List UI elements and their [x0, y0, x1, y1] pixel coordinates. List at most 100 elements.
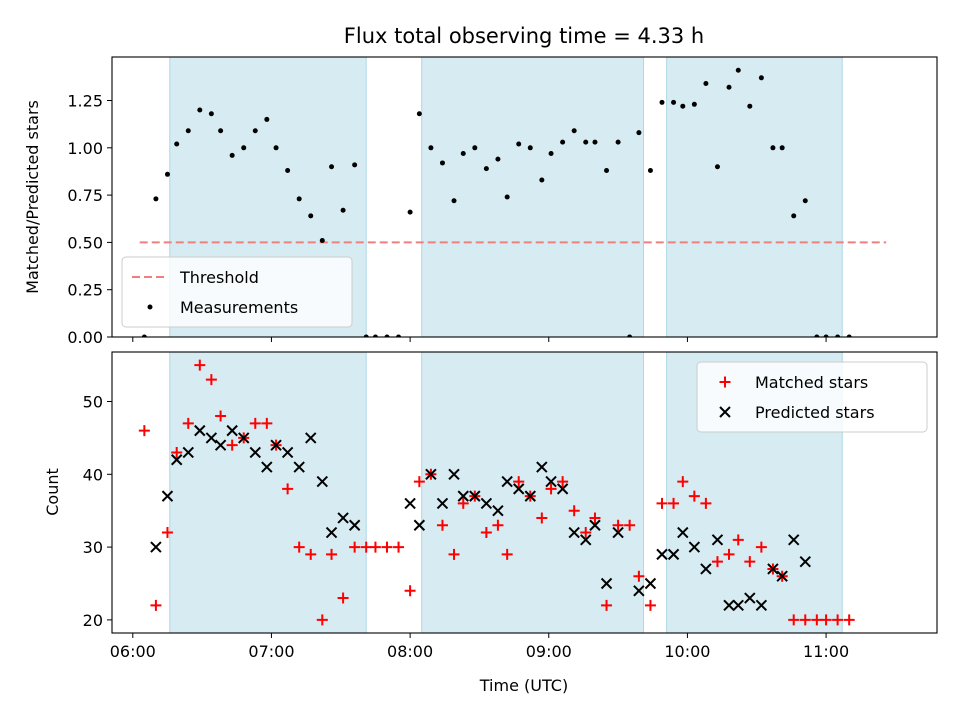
- bottom-matched-stars-point: [732, 534, 744, 546]
- bottom-legend-label: Predicted stars: [755, 403, 875, 422]
- top-measurements-point: [319, 238, 325, 244]
- bottom-predicted-stars-point: [293, 461, 305, 473]
- bottom-predicted-stars-point: [776, 570, 788, 582]
- top-measurements-point: [363, 334, 369, 337]
- top-legend-label: Threshold: [179, 268, 259, 287]
- bottom-x-axis-label: Time (UTC): [479, 676, 568, 695]
- bottom-matched-stars-point: [513, 476, 525, 488]
- bottom-predicted-stars-point: [281, 446, 294, 459]
- bottom-predicted-stars-point: [404, 497, 416, 510]
- bottom-predicted-stars-point: [226, 424, 238, 437]
- bottom-predicted-stars-point: [261, 461, 273, 473]
- top-measurements-point: [174, 141, 180, 147]
- bottom-predicted-stars-point: [767, 563, 779, 575]
- bottom-matched-stars-point: [492, 519, 504, 531]
- bottom-predicted-stars-point: [249, 446, 261, 459]
- bottom-predicted-stars-point: [469, 490, 481, 502]
- bottom-matched-stars-point: [349, 541, 361, 553]
- top-measurements-point: [504, 194, 510, 200]
- top-measurements-point: [615, 139, 621, 145]
- bottom-predicted-stars-point: [580, 534, 592, 546]
- bottom-matched-stars-point: [744, 556, 756, 568]
- top-measurements-point: [439, 160, 445, 166]
- bottom-matched-stars-point: [656, 497, 668, 509]
- bottom-legend: Matched stars Predicted stars: [696, 361, 928, 433]
- bottom-matched-stars-point: [723, 548, 735, 560]
- bottom-matched-stars-point: [557, 476, 569, 488]
- bottom-matched-stars-point: [820, 614, 832, 626]
- bottom-matched-stars-point: [688, 490, 700, 502]
- top-measurements-point: [647, 168, 653, 174]
- bottom-matched-stars-point: [448, 548, 460, 560]
- top-measurements-point: [516, 141, 522, 147]
- top-measurements-point: [846, 334, 852, 337]
- top-measurements-point: [407, 209, 413, 215]
- top-legend-label: Measurements: [180, 298, 298, 317]
- top-measurements-point: [472, 145, 478, 151]
- bottom-matched-stars-point: [413, 476, 425, 488]
- bottom-predicted-stars-point: [492, 504, 504, 517]
- bottom-predicted-stars-point: [501, 475, 513, 488]
- bottom-matched-stars-point: [337, 592, 349, 604]
- top-measurements-point: [372, 334, 378, 337]
- top-measurements-point: [352, 162, 358, 168]
- bottom-predicted-stars-point: [656, 548, 668, 561]
- bottom-predicted-stars-point: [161, 490, 174, 502]
- bottom-predicted-stars-point: [238, 432, 250, 444]
- top-measurements-point: [264, 116, 270, 122]
- top-y-tick-label: 1.25: [67, 92, 103, 111]
- bottom-predicted-stars-point: [677, 526, 689, 539]
- bottom-predicted-stars-point: [755, 599, 768, 612]
- bottom-matched-stars-point: [624, 519, 636, 531]
- top-measurements-point: [428, 145, 434, 151]
- top-measurements-point: [627, 334, 633, 337]
- bottom-matched-stars-point: [360, 541, 372, 553]
- bottom-y-tick-label: 30: [83, 538, 103, 557]
- top-measurements-point: [726, 84, 732, 90]
- bottom-matched-stars-point: [612, 519, 624, 531]
- bottom-predicted-stars-point: [348, 519, 361, 531]
- top-measurements-point: [714, 164, 720, 170]
- bottom-matched-stars-point: [677, 476, 689, 488]
- bottom-legend-label: Matched stars: [755, 373, 868, 392]
- bottom-axes-frame: [111, 351, 938, 634]
- top-measurements-point: [571, 128, 577, 134]
- bottom-matched-stars-point: [501, 548, 513, 560]
- bottom-predicted-stars-point: [536, 461, 548, 473]
- bottom-predicted-stars-point: [205, 432, 218, 444]
- bottom-predicted-stars-point: [325, 526, 338, 539]
- top-measurements-point: [273, 145, 279, 151]
- top-measurements-point: [252, 128, 258, 134]
- bottom-x-tick-label: 10:00: [664, 642, 710, 661]
- bottom-predicted-stars-point: [436, 497, 449, 510]
- bottom-predicted-stars-point: [633, 585, 645, 597]
- bottom-matched-stars-point: [601, 599, 613, 611]
- bottom-predicted-stars-point: [612, 526, 624, 539]
- bottom-predicted-stars-point: [448, 468, 460, 481]
- top-measurements-point: [495, 156, 501, 162]
- bottom-x-tick-label: 09:00: [526, 642, 572, 661]
- bottom-predicted-stars-point: [457, 490, 469, 502]
- top-measurements-point: [460, 150, 466, 156]
- top-measurements-point: [384, 334, 390, 337]
- top-measurements-point: [416, 111, 422, 117]
- bottom-matched-stars-point: [832, 614, 844, 626]
- bottom-y-tick-label: 50: [83, 393, 103, 412]
- bottom-matched-stars-point: [811, 614, 823, 626]
- bottom-predicted-stars-point: [723, 599, 735, 612]
- bottom-matched-stars-point: [194, 359, 206, 371]
- bottom-legend-swatch: [719, 376, 731, 388]
- bottom-matched-stars-point: [799, 614, 811, 626]
- top-measurements-point: [153, 196, 159, 202]
- bottom-predicted-stars-point: [568, 526, 580, 539]
- top-measurements-point: [308, 213, 314, 219]
- bottom-x-tick-label: 07:00: [248, 642, 294, 661]
- bottom-matched-stars-point: [282, 483, 294, 495]
- top-shaded-interval-1: [421, 57, 644, 337]
- bottom-matched-stars-point: [182, 417, 194, 429]
- bottom-legend-swatch: [719, 406, 731, 418]
- bottom-predicted-stars-point: [688, 541, 701, 553]
- top-axes-frame: [111, 56, 938, 338]
- bottom-x-tick-label: 08:00: [387, 642, 433, 661]
